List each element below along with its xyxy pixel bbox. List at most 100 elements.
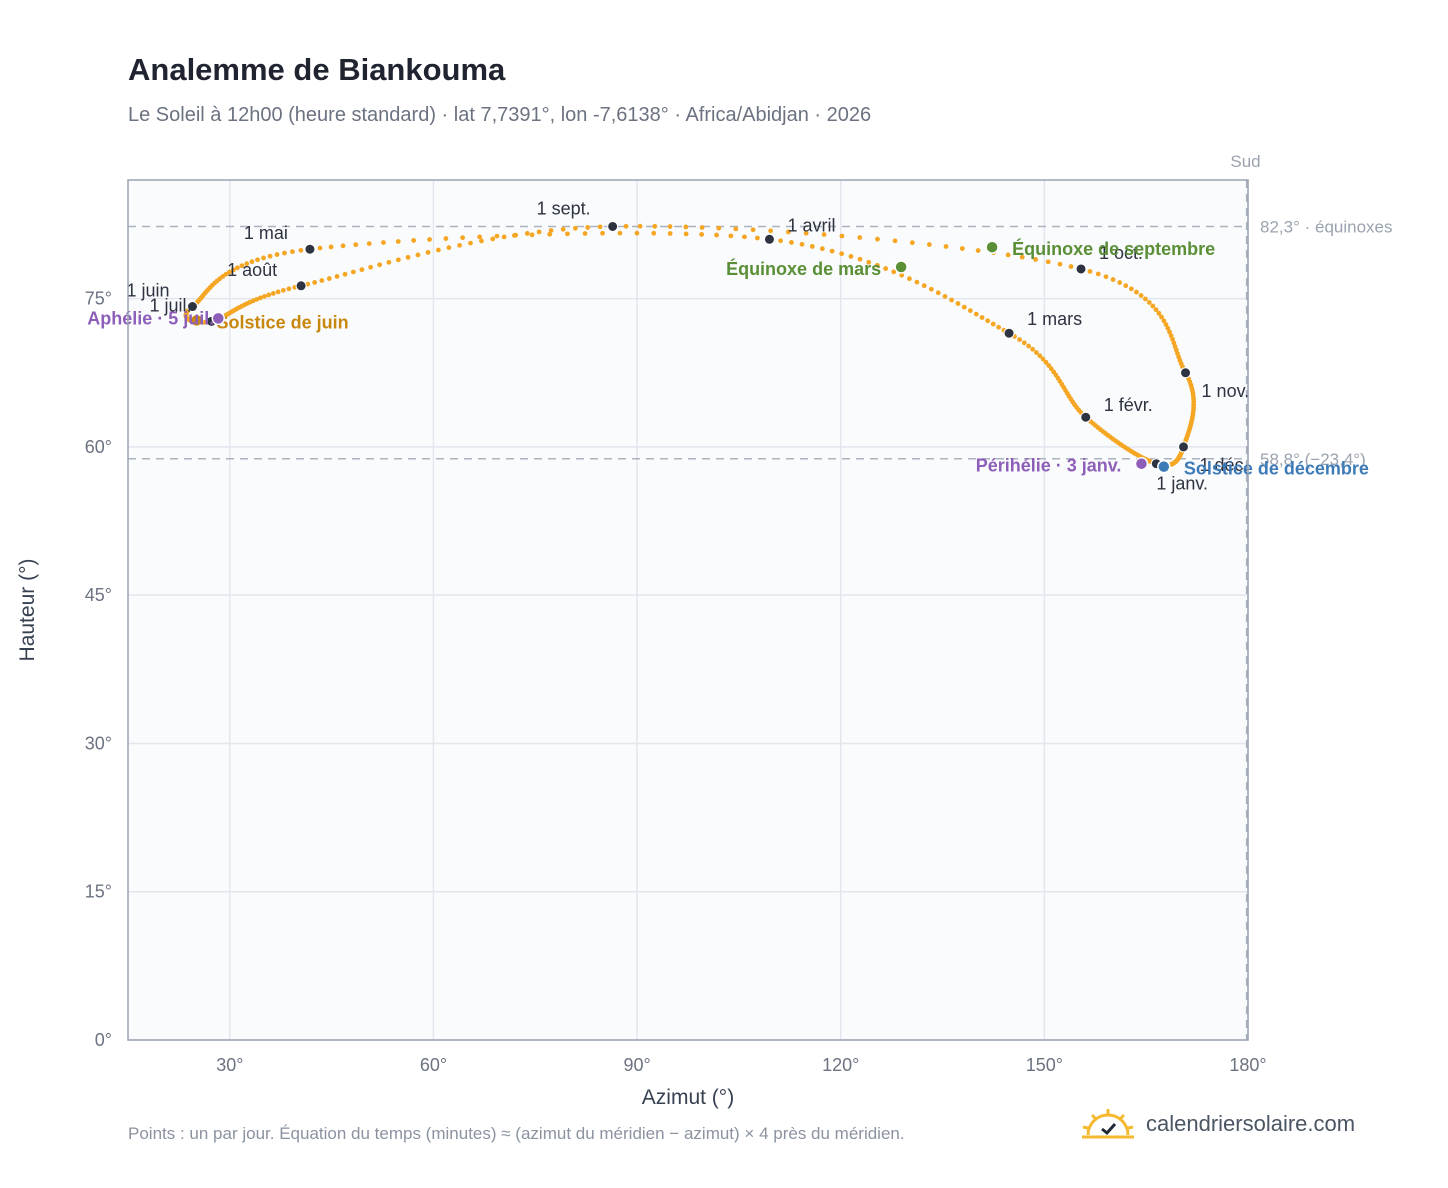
daily-sun-position-dot [1057,261,1063,267]
daily-sun-position-dot [255,257,260,263]
event-marker [189,313,204,328]
month-marker [1180,367,1192,379]
daily-sun-position-dot [778,238,783,244]
brand-name: calendriersolaire.com [1146,1111,1356,1136]
month-marker [1003,327,1015,339]
daily-sun-position-dot [839,233,845,239]
daily-sun-position-dot [996,324,1002,330]
daily-sun-position-dot [446,245,452,251]
daily-sun-position-dot [1161,318,1167,324]
daily-sun-position-dot [754,235,760,241]
daily-sun-position-dot [1170,336,1175,342]
reference-line-label: 82,3° · équinoxes [1260,217,1393,236]
daily-sun-position-dot [435,247,441,253]
x-tick-label: 60° [420,1055,447,1075]
month-marker [304,243,316,255]
daily-sun-position-dot [990,321,996,327]
daily-sun-position-dot [381,240,386,245]
daily-sun-position-dot [874,262,880,268]
daily-sun-position-dot [1045,259,1051,265]
month-label: 1 juil. [149,295,191,315]
footnote: Points : un par jour. Équation du temps … [128,1124,905,1143]
month-label: 1 oct. [1099,243,1143,263]
x-tick-label: 120° [822,1055,859,1075]
daily-sun-position-dot [1134,289,1139,295]
daily-sun-position-dot [799,241,805,247]
daily-sun-position-dot [239,263,245,269]
daily-sun-position-dot [280,287,286,293]
daily-sun-position-dot [298,247,304,253]
daily-sun-position-dot [891,269,897,275]
daily-sun-position-dot [928,286,934,292]
daily-sun-position-dot [1043,359,1049,365]
daily-sun-position-dot [1040,356,1046,362]
daily-sun-position-dot [386,259,392,265]
daily-sun-position-dot [785,229,791,235]
daily-sun-position-dot [359,267,365,273]
daily-sun-position-dot [1019,254,1025,260]
daily-sun-position-dot [267,253,273,259]
daily-sun-position-dot [572,225,578,231]
daily-sun-position-dot [600,230,605,236]
daily-sun-position-dot [560,226,566,232]
daily-sun-position-dot [921,283,927,289]
daily-sun-position-dot [949,297,954,303]
daily-sun-position-dot [286,286,292,292]
daily-sun-position-dot [411,238,417,243]
daily-sun-position-dot [733,226,739,232]
month-label: 1 août [227,260,277,280]
daily-sun-position-dot [235,265,240,271]
daily-sun-position-dot [501,234,507,240]
daily-sun-position-dot [1087,269,1093,274]
daily-sun-position-dot [909,240,915,246]
daily-sun-position-dot [597,224,603,230]
event-label: Solstice de juin [217,312,349,332]
daily-sun-position-dot [529,232,535,238]
daily-sun-position-dot [942,294,948,299]
daily-sun-position-dot [1165,325,1171,331]
y-tick-label: 15° [85,882,112,902]
daily-sun-position-dot [334,274,340,279]
daily-sun-position-dot [623,223,629,229]
daily-sun-position-dot [821,232,827,237]
axis-ticks: 30° 60° 90° 120° 150° 180° 0° 15° 30° 45° 60° 75° [85,289,1267,1075]
month-label: 1 déc. [1200,455,1249,475]
daily-sun-position-dot [328,244,334,250]
daily-sun-position-dot [809,244,815,249]
daily-sun-position-dot [1033,350,1039,355]
month-marker [295,280,307,292]
daily-sun-position-dot [457,242,462,248]
daily-sun-position-dot [943,244,949,249]
event-label: Solstice de décembre [1184,459,1369,479]
daily-sun-position-dot [1159,314,1164,320]
daily-sun-position-dot [353,242,359,248]
y-tick-label: 0° [95,1030,112,1050]
month-marker [1178,441,1190,453]
daily-sun-position-dot [1163,322,1169,327]
x-tick-label: 150° [1026,1055,1063,1075]
brand[interactable]: calendriersolaire.com [1082,1104,1355,1144]
daily-sun-position-dot [959,246,965,251]
x-tick-label: 30° [216,1055,243,1075]
daily-sun-position-dot [1167,329,1172,335]
daily-sun-position-dot [975,248,981,253]
daily-sun-position-dot [270,291,276,296]
daily-sun-position-dot [548,228,554,233]
daily-sun-position-dot [282,250,287,256]
daily-sun-position-dot [395,239,401,244]
daily-sun-position-dot [1150,303,1156,309]
daily-sun-position-dot [350,269,356,275]
daily-sun-position-dot [907,276,912,282]
daily-sun-position-dot [1171,340,1177,346]
month-label: 1 avril [787,215,835,235]
x-axis-label: Azimut (°) [642,1086,734,1109]
month-marker [186,301,198,313]
event-markers: Équinoxe de mars Équinoxe de septembre Sol… [87,238,1369,478]
daily-sun-position-dot [926,242,932,247]
month-marker [1080,411,1092,423]
daily-sun-position-dot [1021,340,1027,346]
daily-sun-position-dot [1123,283,1129,289]
daily-sun-position-dot [768,228,774,234]
daily-sun-position-dot [244,261,250,267]
